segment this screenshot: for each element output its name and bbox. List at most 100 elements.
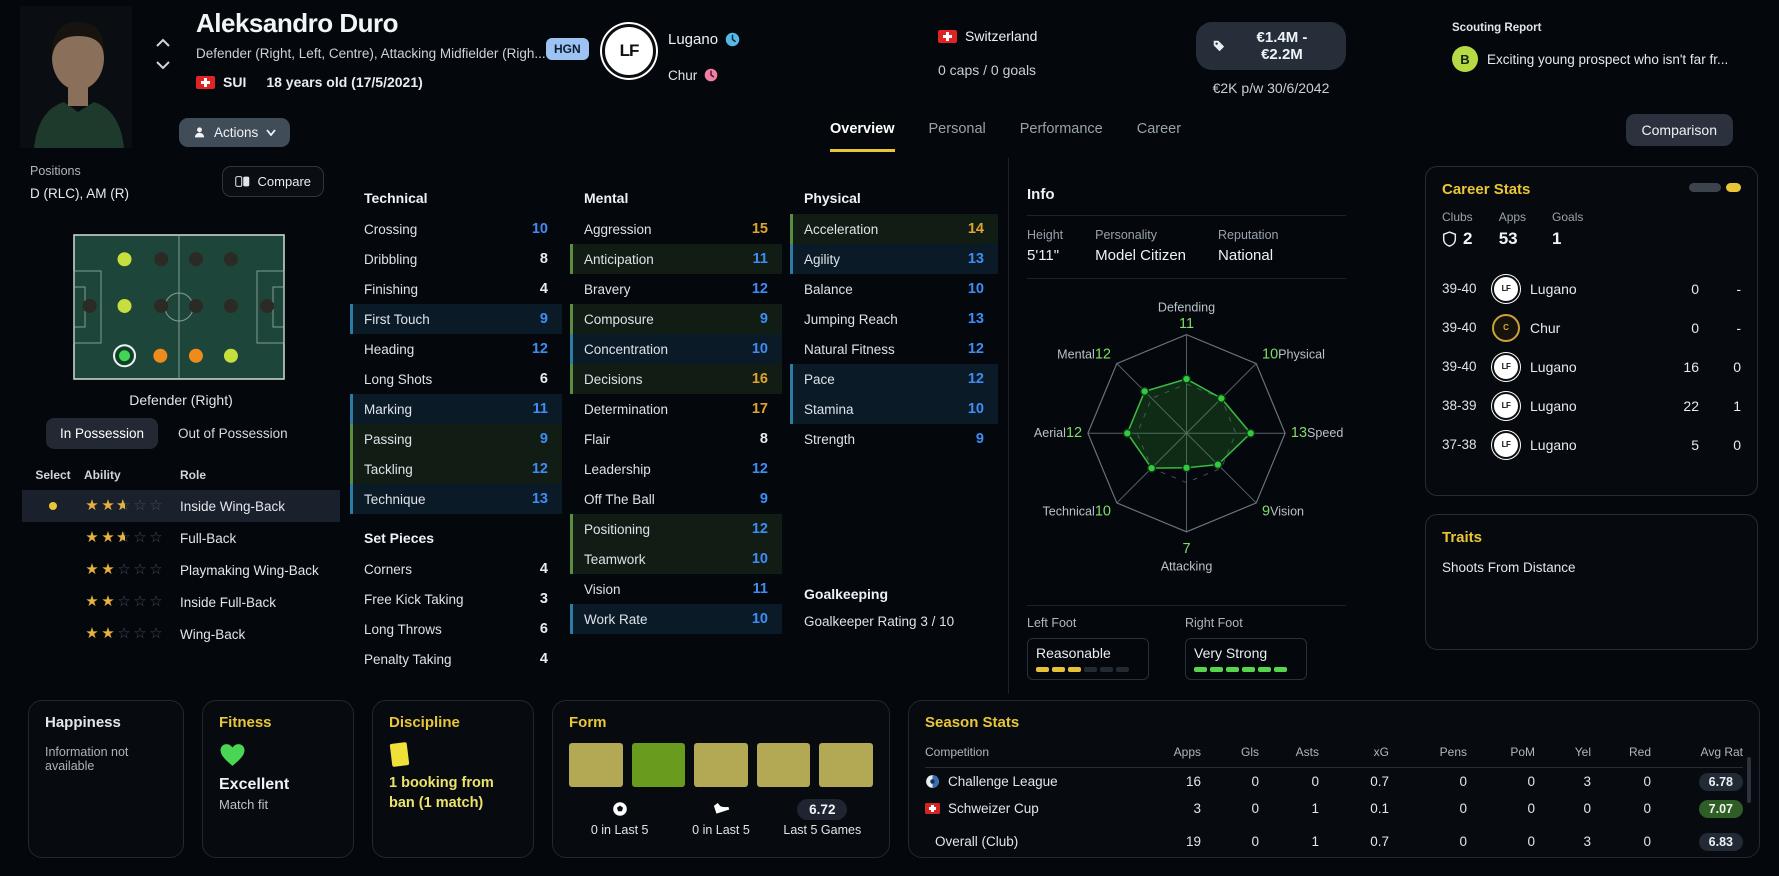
possession-tab-out-of-possession[interactable]: Out of Possession [178, 426, 288, 441]
tab-personal[interactable]: Personal [928, 121, 986, 137]
strength-bar [1100, 667, 1113, 672]
actions-button[interactable]: Actions [179, 118, 291, 147]
page-title: Aleksandro Duro [196, 8, 399, 38]
radar-axis-label: 13Speed [1291, 425, 1343, 441]
divider [1027, 278, 1346, 279]
swiss-cup-icon [925, 803, 940, 814]
stat-cell: 0 [1643, 774, 1651, 789]
role-row[interactable]: ★ ★ ☆ ☆ ☆ Playmaking Wing-Back [22, 554, 340, 586]
club-name[interactable]: Lugano [1530, 397, 1577, 414]
selected-position-caption: Defender (Right) [129, 392, 233, 408]
chevron-down-icon[interactable] [156, 61, 170, 70]
stat-cell: 1 [1311, 801, 1319, 816]
attribute-label: Strength [804, 431, 856, 447]
attribute-radar-chart: Defending 11 10Physical 13Speed 9Vision 7 Atta… [1027, 279, 1356, 605]
stat-cell: 0.7 [1370, 834, 1389, 849]
attribute-value: 6 [539, 371, 548, 387]
avg-rating-cell: 6.78 [1651, 772, 1743, 791]
set-pieces-title: Set Pieces [364, 530, 435, 546]
career-stats-toggle[interactable] [1689, 183, 1741, 192]
attribute-value: 10 [751, 611, 768, 627]
attribute-value: 4 [539, 561, 548, 577]
position-dot-selected [116, 347, 134, 365]
role-row[interactable]: ★ ★ ☆ ☆ ☆ Inside Full-Back [22, 586, 340, 618]
career-season-row[interactable]: 37-38 LF Lugano 5 0 [1442, 425, 1741, 464]
tab-performance[interactable]: Performance [1019, 121, 1103, 137]
column-ability: Ability [84, 468, 121, 482]
compare-button[interactable]: Compare [221, 166, 324, 197]
bottom-strip: Happiness Information not available Fitn… [28, 700, 1760, 858]
attribute-row: Determination 17 [570, 394, 782, 424]
attribute-row: Leadership 12 [570, 454, 782, 484]
summary-value: 53 [1499, 229, 1526, 249]
chevron-up-icon[interactable] [156, 38, 170, 47]
tab-overview[interactable]: Overview [830, 121, 895, 152]
competition-cell: Schweizer Cup [925, 801, 1137, 816]
attribute-row: Passing 9 [350, 424, 562, 454]
season-col-header: Red [1628, 745, 1651, 759]
position-dot-dark [259, 298, 274, 313]
empty-star-icon: ☆ [149, 529, 163, 546]
info-fields: Height 5'11" Personality Model Citizen Reput… [1027, 216, 1356, 278]
radar-axis-label: 7 [1182, 541, 1190, 557]
stat-cell: 0 [1459, 774, 1467, 789]
club-name[interactable]: Lugano [1530, 436, 1577, 453]
attribute-label: Aggression [584, 221, 652, 237]
career-season-row[interactable]: 39-40 C Chur 0 - [1442, 308, 1741, 347]
club-name[interactable]: Lugano [1530, 280, 1577, 297]
comparison-button[interactable]: Comparison [1625, 114, 1733, 146]
position-dot-dark [188, 298, 203, 313]
attribute-row: Acceleration 14 [790, 214, 998, 244]
chevron-down-icon [266, 129, 276, 136]
attribute-label: Tackling [364, 461, 413, 477]
attribute-value: 4 [539, 281, 548, 297]
career-season-row[interactable]: 39-40 LF Lugano 16 0 [1442, 347, 1741, 386]
attribute-value: 12 [751, 521, 768, 537]
attribute-value: 10 [751, 551, 768, 567]
form-boxes [569, 743, 873, 787]
career-season-row[interactable]: 39-40 LF Lugano 0 - [1442, 269, 1741, 308]
right-foot-strength-bars [1194, 667, 1298, 672]
possession-tab-in-possession[interactable]: In Possession [46, 418, 159, 449]
role-row[interactable]: ★ ★ ☆ ★ ☆ ☆ Full-Back [22, 522, 340, 554]
positions-value: D (RLC), AM (R) [30, 186, 129, 201]
loan-club-link[interactable]: Chur [668, 64, 740, 86]
scout-summary-text: Exciting young prospect who isn't far fr… [1487, 51, 1729, 67]
happiness-text: Information not available [45, 745, 129, 773]
attribute-row: Tackling 12 [350, 454, 562, 484]
stat-cell: 0 [1251, 834, 1259, 849]
club-link[interactable]: Lugano [668, 28, 740, 50]
attribute-row: Balance 10 [790, 274, 998, 304]
club-name[interactable]: Lugano [1530, 358, 1577, 375]
empty-star-icon: ☆ [133, 529, 147, 546]
career-season-row[interactable]: 38-39 LF Lugano 22 1 [1442, 386, 1741, 425]
form-match-box [631, 743, 686, 787]
attribute-label: Off The Ball [584, 491, 655, 507]
role-row[interactable]: ★ ★ ☆ ★ ☆ ☆ Inside Wing-Back [22, 490, 340, 522]
attribute-label: Work Rate [584, 611, 648, 627]
fitness-title: Fitness [219, 714, 272, 731]
attribute-label: Technique [364, 491, 426, 507]
club-name[interactable]: Chur [1530, 319, 1561, 336]
club-crest[interactable]: LF [602, 24, 656, 78]
empty-star-icon: ☆ [133, 593, 147, 610]
attribute-label: Heading [364, 341, 415, 357]
attribute-label: Jumping Reach [804, 311, 898, 327]
attribute-value: 14 [967, 221, 984, 237]
strength-bar [1194, 667, 1207, 672]
selected-dot-icon [49, 502, 57, 510]
stat-cell: 0 [1643, 801, 1651, 816]
attribute-row: Free Kick Taking 3 [350, 584, 562, 614]
scrollbar-thumb[interactable] [1747, 757, 1751, 803]
role-row[interactable]: ★ ★ ☆ ☆ ☆ Wing-Back [22, 618, 340, 650]
full-star-icon: ★ [101, 593, 115, 610]
footedness: Left Foot Reasonable Right Foot Very Str… [1027, 606, 1356, 680]
attribute-row: Long Throws 6 [350, 614, 562, 644]
tab-career[interactable]: Career [1136, 121, 1182, 137]
form-rating: 6.72 Last 5 Games [772, 798, 873, 837]
stat-cell: 0 [1251, 801, 1259, 816]
caps-line: 0 caps / 0 goals [938, 62, 1037, 78]
empty-star-icon: ☆ [149, 497, 163, 514]
season-goals: 1 [1733, 397, 1741, 414]
role-select-cell[interactable] [22, 502, 84, 510]
